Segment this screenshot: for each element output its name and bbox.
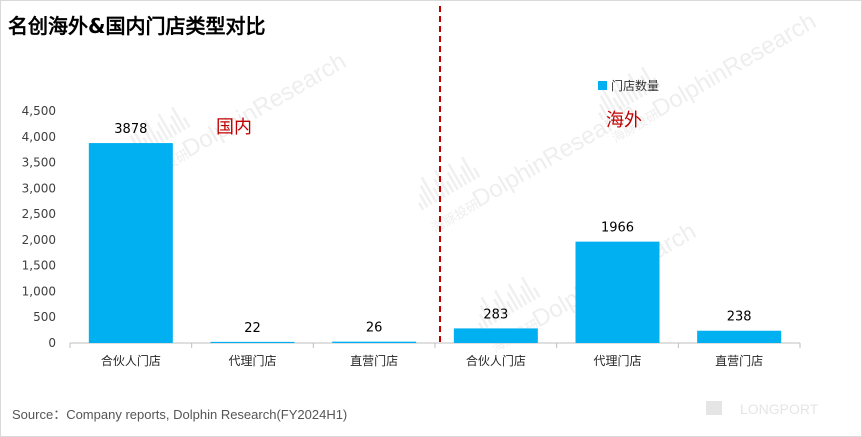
legend: 门店数量 bbox=[598, 78, 659, 93]
bar bbox=[575, 241, 660, 343]
data-label: 1966 bbox=[601, 221, 634, 236]
y-tick-label: 4,500 bbox=[22, 104, 56, 118]
y-tick-label: 3,500 bbox=[22, 156, 56, 170]
y-tick-label: 3,000 bbox=[22, 181, 56, 195]
region-label-overseas: 海外 bbox=[606, 110, 642, 131]
x-tick-label: 代理门店 bbox=[593, 353, 641, 368]
y-tick-label: 1,500 bbox=[22, 259, 56, 273]
bar bbox=[332, 341, 417, 343]
legend-label: 门店数量 bbox=[611, 78, 659, 93]
x-tick-label: 代理门店 bbox=[228, 353, 276, 368]
x-tick-label: 直营门店 bbox=[715, 353, 763, 368]
x-tick-label: 合伙人门店 bbox=[466, 353, 526, 368]
data-label: 26 bbox=[366, 321, 383, 336]
y-tick-label: 2,500 bbox=[22, 207, 56, 221]
y-tick-label: 0 bbox=[48, 336, 56, 350]
data-label: 238 bbox=[727, 310, 752, 325]
bar bbox=[88, 143, 173, 343]
data-label: 283 bbox=[483, 307, 508, 322]
bars bbox=[88, 143, 782, 343]
svg-text:DolphinResearch: DolphinResearch bbox=[648, 8, 821, 123]
y-tick-label: 1,000 bbox=[22, 284, 56, 298]
svg-text:海豚投研: 海豚投研 bbox=[429, 196, 482, 235]
chart-title: 名创海外&国内门店类型对比 bbox=[8, 14, 266, 38]
x-tick-label: 直营门店 bbox=[350, 353, 398, 368]
y-tick-label: 500 bbox=[33, 310, 56, 324]
x-tick-label: 合伙人门店 bbox=[101, 353, 161, 368]
y-tick-label: 2,000 bbox=[22, 233, 56, 247]
bar bbox=[210, 341, 295, 343]
y-tick-label: 4,000 bbox=[22, 130, 56, 144]
data-label: 3878 bbox=[114, 122, 147, 137]
legend-swatch bbox=[598, 81, 607, 90]
data-label: 22 bbox=[244, 321, 261, 336]
region-label-domestic: 国内 bbox=[216, 117, 252, 138]
svg-text:LONGPORT: LONGPORT bbox=[740, 401, 819, 417]
source-note: Source：Company reports, Dolphin Research… bbox=[12, 407, 348, 422]
bar bbox=[697, 330, 782, 343]
longport-logo: LONGPORT bbox=[706, 401, 819, 417]
bar bbox=[453, 328, 538, 343]
labels: 3878 合伙人门店 22 代理门店 26 直营门店 283 合伙人门店 1966 代理门店 238… bbox=[101, 122, 763, 368]
svg-text:DolphinResearch: DolphinResearch bbox=[178, 48, 351, 163]
axes: 0 500 1,000 1,500 2,000 2,500 3,000 3,500 4,000 4… bbox=[22, 104, 801, 350]
